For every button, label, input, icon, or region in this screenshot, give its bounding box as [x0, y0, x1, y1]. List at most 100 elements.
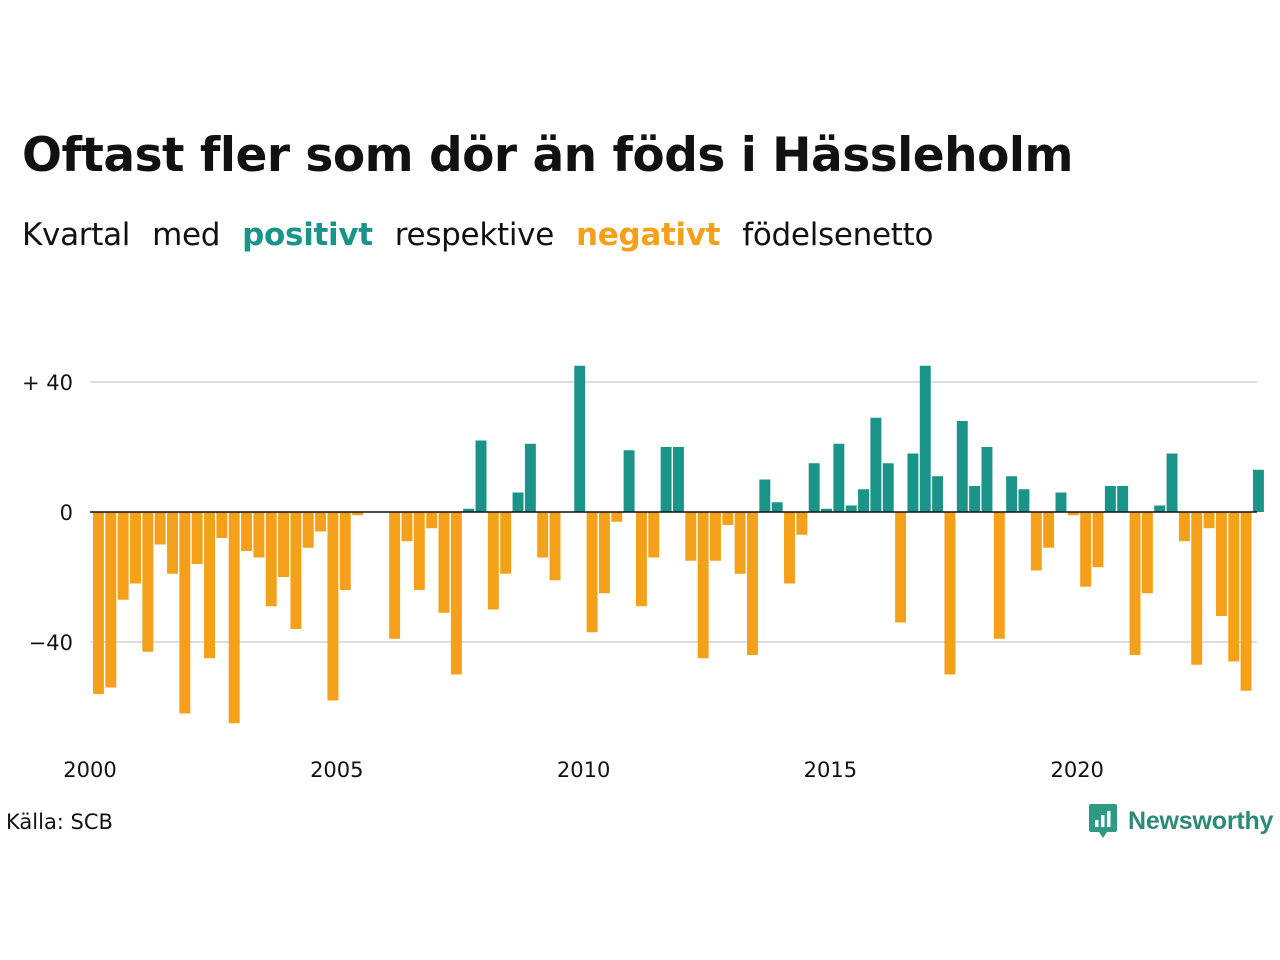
newsworthy-logo[interactable]: Newsworthy	[1088, 803, 1273, 839]
bar-negative	[253, 512, 265, 558]
bar-negative	[401, 512, 413, 542]
bar-negative	[1067, 512, 1079, 516]
bar-negative	[722, 512, 734, 525]
bar-negative	[697, 512, 709, 659]
bar-positive	[870, 417, 882, 512]
bar-negative	[1191, 512, 1203, 665]
x-tick-label: 2005	[310, 758, 363, 782]
bar-positive	[1006, 476, 1018, 512]
bar-negative	[191, 512, 203, 564]
bar-negative	[796, 512, 808, 535]
bar-negative	[105, 512, 117, 688]
bar-negative	[228, 512, 240, 724]
bar-negative	[1215, 512, 1227, 616]
bar-positive	[574, 365, 586, 512]
bar-negative	[216, 512, 228, 538]
bar-negative	[648, 512, 660, 558]
bar-negative	[438, 512, 450, 613]
bar-negative	[389, 512, 401, 639]
newsworthy-logo-icon	[1089, 804, 1117, 838]
x-axis-ticks: 2000 2005 2010 2015 2020	[63, 758, 1104, 782]
bar-positive	[672, 447, 684, 512]
bar-positive	[759, 479, 771, 512]
chart-subtitle: Kvartal med positivt respektive negativt föde…	[22, 217, 955, 253]
bar-negative	[1228, 512, 1240, 662]
bar-positive	[1055, 492, 1067, 512]
bar-positive	[808, 463, 820, 512]
newsworthy-logo-text: Newsworthy	[1128, 806, 1274, 835]
subtitle-negative-label: negativt	[575, 217, 721, 253]
bar-positive	[512, 492, 524, 512]
subtitle-word-med: med	[152, 217, 221, 253]
bar-negative	[241, 512, 253, 551]
bar-positive	[524, 443, 536, 512]
bar-negative	[537, 512, 549, 558]
bar-positive	[845, 505, 857, 512]
bar-positive	[475, 440, 487, 512]
bar-positive	[833, 443, 845, 512]
bar-negative	[784, 512, 795, 584]
source-note: Källa: SCB	[6, 810, 113, 834]
bar-negative	[130, 512, 141, 584]
bar-negative	[179, 512, 191, 714]
bar-negative	[1092, 512, 1104, 568]
bar-negative	[302, 512, 314, 548]
bar-negative	[734, 512, 746, 574]
bar-negative	[1080, 512, 1092, 587]
bar-negative	[167, 512, 178, 574]
bar-negative	[685, 512, 697, 561]
bar-positive	[1252, 469, 1264, 512]
y-axis-ticks: + 40 0 −40	[22, 371, 73, 655]
x-tick-label: 2015	[804, 758, 857, 782]
bar-negative	[895, 512, 907, 623]
bar-negative	[278, 512, 290, 577]
bar-positive	[771, 502, 783, 512]
bar-negative	[598, 512, 610, 594]
bar-negative	[944, 512, 956, 675]
bar-positive	[1104, 486, 1116, 512]
bar-negative	[1203, 512, 1215, 529]
bar-positive	[932, 476, 944, 512]
bar-negative	[586, 512, 598, 633]
x-tick-label: 2000	[63, 758, 116, 782]
bar-negative	[1043, 512, 1055, 548]
bar-negative	[993, 512, 1005, 639]
y-tick-label: + 40	[22, 371, 73, 395]
y-tick-label: 0	[60, 501, 73, 525]
bar-negative	[635, 512, 647, 607]
bar-positive	[821, 508, 832, 512]
bar-negative	[204, 512, 215, 659]
bar-negative	[1129, 512, 1141, 655]
bars	[93, 365, 1264, 724]
subtitle-word-respektive: respektive	[394, 217, 554, 253]
bar-negative	[290, 512, 302, 629]
bar-positive	[907, 453, 919, 512]
bar-negative	[1141, 512, 1153, 594]
bar-negative	[265, 512, 277, 607]
bar-positive	[1018, 489, 1030, 512]
bar-positive	[1117, 486, 1129, 512]
subtitle-positive-label: positivt	[242, 217, 373, 253]
bar-negative	[747, 512, 758, 655]
bar-negative	[710, 512, 721, 561]
bar-negative	[1178, 512, 1190, 542]
bar-positive	[919, 365, 931, 512]
bar-negative	[93, 512, 104, 694]
y-tick-label: −40	[29, 631, 73, 655]
bar-negative	[611, 512, 623, 522]
bar-negative	[352, 512, 364, 516]
chart-title: Oftast fler som dör än föds i Hässleholm	[22, 128, 1074, 183]
subtitle-word-fodelsenetto: födelsenetto	[742, 217, 934, 253]
bar-positive	[623, 450, 635, 512]
bar-negative	[315, 512, 327, 532]
bar-negative	[450, 512, 462, 675]
bar-positive	[1154, 505, 1166, 512]
bar-positive	[882, 463, 894, 512]
bar-negative	[426, 512, 438, 529]
x-tick-label: 2010	[557, 758, 610, 782]
bar-negative	[339, 512, 351, 590]
bar-positive	[660, 447, 672, 512]
gridlines	[90, 381, 1257, 643]
bar-positive	[463, 508, 475, 512]
